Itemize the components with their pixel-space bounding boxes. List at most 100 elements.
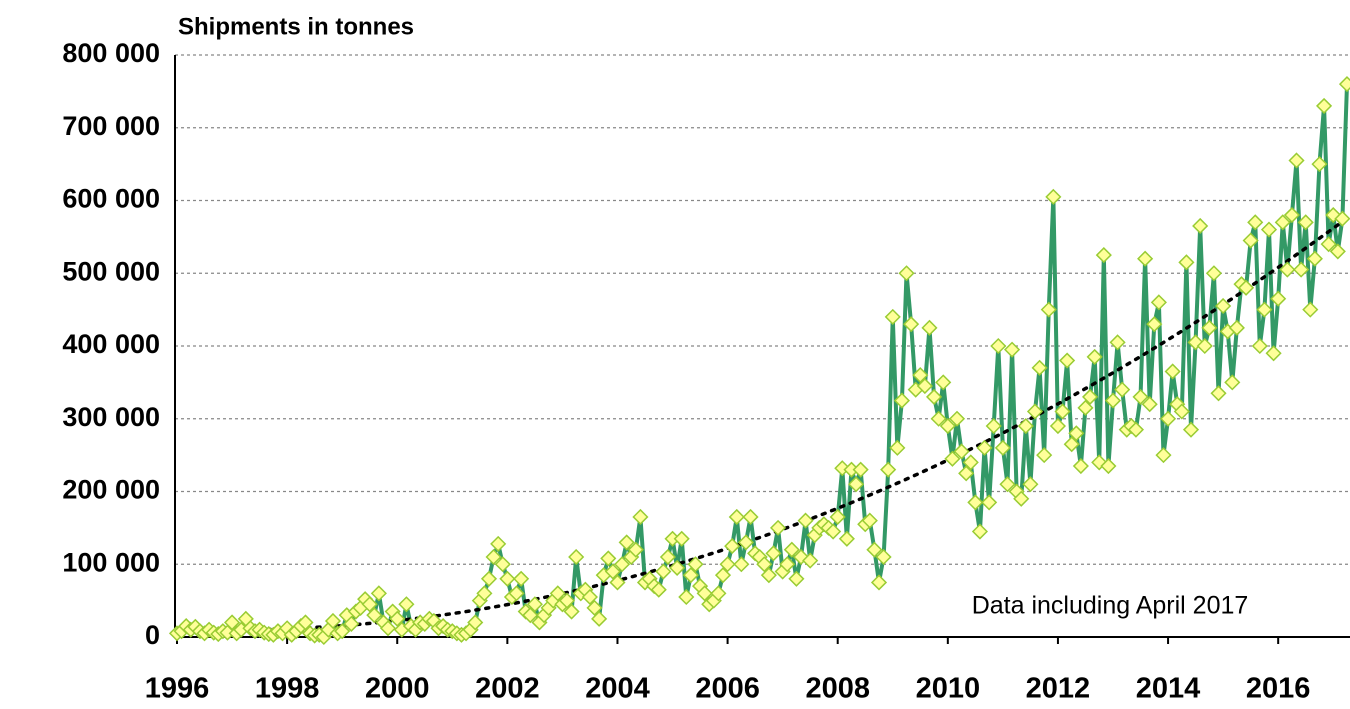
x-tick-label: 1998	[255, 673, 320, 705]
data-point	[549, 585, 566, 602]
data-point	[1210, 385, 1227, 402]
data-point	[1311, 156, 1328, 173]
x-tick-label: 2014	[1136, 673, 1201, 705]
data-point	[1302, 301, 1319, 318]
data-point	[1274, 214, 1291, 231]
data-point	[829, 508, 846, 526]
x-tick-label: 2006	[695, 673, 760, 705]
data-point	[1040, 301, 1057, 318]
data-point	[916, 377, 933, 395]
data-point	[714, 567, 732, 584]
data-point	[223, 614, 241, 631]
data-point	[1215, 297, 1232, 315]
data-point	[939, 417, 956, 435]
data-point	[370, 585, 387, 602]
data-point	[682, 567, 699, 584]
x-tick-label: 2004	[585, 673, 650, 705]
data-point	[769, 519, 787, 536]
data-point	[581, 588, 599, 606]
data-point	[1251, 337, 1268, 355]
data-point	[1013, 490, 1030, 507]
x-tick-label: 2016	[1246, 673, 1311, 705]
data-point	[1141, 396, 1158, 413]
data-point	[1086, 348, 1103, 365]
data-point	[742, 508, 759, 526]
data-point	[797, 512, 814, 529]
data-point	[1150, 294, 1167, 311]
data-point	[494, 556, 511, 573]
data-point	[609, 574, 626, 591]
data-point	[1201, 319, 1218, 336]
data-point	[788, 570, 805, 587]
data-point	[379, 620, 397, 637]
data-point	[1049, 417, 1067, 435]
data-point	[476, 585, 493, 602]
data-point	[1017, 417, 1034, 435]
data-point	[866, 541, 883, 558]
annotation: Data including April 2017	[972, 592, 1249, 620]
data-point	[480, 570, 498, 587]
data-point	[1224, 374, 1241, 391]
data-point	[1334, 210, 1350, 227]
data-point	[889, 439, 906, 456]
data-point	[659, 548, 677, 566]
data-point	[1100, 457, 1117, 475]
y-tick-label: 0	[145, 620, 160, 650]
data-point	[802, 552, 819, 569]
data-point	[1081, 388, 1099, 405]
data-point	[650, 581, 667, 598]
data-point	[944, 450, 961, 467]
data-point	[1026, 403, 1044, 420]
data-point	[962, 454, 979, 471]
data-point	[903, 316, 920, 333]
data-point	[990, 337, 1007, 355]
data-point	[522, 607, 539, 624]
data-point	[1003, 341, 1021, 358]
data-point	[861, 512, 878, 529]
data-point	[1159, 410, 1177, 427]
data-point	[499, 570, 516, 587]
data-point	[999, 476, 1016, 493]
data-point	[1320, 236, 1337, 253]
data-point	[673, 530, 690, 547]
x-tick-label: 1996	[145, 673, 210, 705]
y-axis-title: Shipments in tonnes	[178, 13, 414, 40]
data-point	[898, 265, 915, 282]
data-point	[1306, 250, 1323, 267]
data-point	[1338, 76, 1350, 93]
y-tick-label: 700 000	[62, 111, 160, 141]
data-point	[604, 563, 621, 580]
data-point	[1270, 290, 1287, 307]
data-point	[1293, 261, 1310, 278]
data-point	[967, 494, 984, 511]
data-point	[490, 535, 507, 552]
data-point	[591, 610, 608, 627]
y-tick-label: 200 000	[62, 475, 160, 505]
data-point	[669, 559, 686, 576]
data-point	[1104, 392, 1122, 409]
data-point	[485, 548, 502, 566]
data-point	[613, 556, 631, 573]
data-point	[985, 417, 1002, 435]
data-point	[847, 476, 865, 493]
data-point	[1109, 334, 1126, 351]
data-point	[678, 588, 695, 606]
data-point	[687, 556, 704, 573]
data-point	[1279, 261, 1296, 278]
data-point	[1077, 399, 1094, 416]
y-tick-label: 500 000	[62, 256, 160, 286]
data-point	[1127, 421, 1145, 438]
data-point	[1059, 352, 1076, 369]
data-point	[1095, 247, 1112, 264]
data-point	[728, 508, 745, 526]
data-point	[884, 308, 901, 325]
x-tick-label: 2012	[1026, 673, 1091, 705]
data-point	[1315, 97, 1333, 114]
data-point	[1182, 421, 1200, 438]
data-point	[297, 614, 314, 631]
data-point	[733, 556, 750, 573]
y-tick-label: 600 000	[62, 184, 160, 214]
data-point	[513, 570, 530, 587]
data-point	[1173, 403, 1190, 420]
